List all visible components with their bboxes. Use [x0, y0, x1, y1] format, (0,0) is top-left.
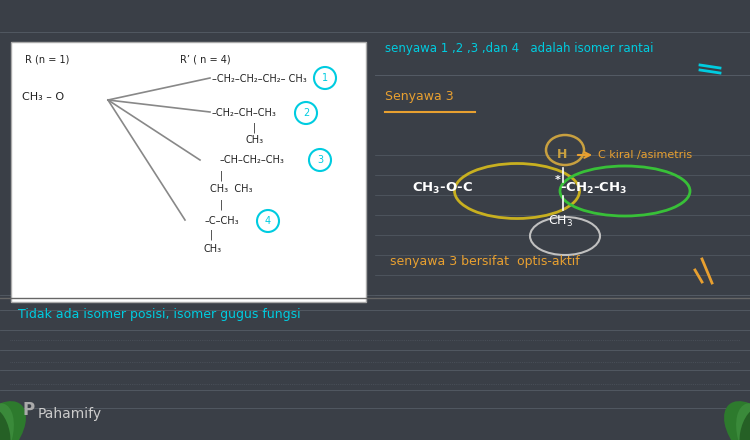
Text: P: P	[22, 401, 34, 419]
Text: senyawa 1 ,2 ,3 ,dan 4   adalah isomer rantai: senyawa 1 ,2 ,3 ,dan 4 adalah isomer ran…	[385, 42, 653, 55]
Text: Pahamify: Pahamify	[38, 407, 102, 421]
Text: $\mathregular{CH_3}$: $\mathregular{CH_3}$	[548, 214, 573, 229]
Text: H: H	[557, 148, 567, 161]
Text: |: |	[253, 122, 257, 132]
Text: R (n = 1): R (n = 1)	[25, 54, 69, 64]
Text: 3: 3	[317, 155, 323, 165]
Text: –CH₂–CH–CH₃: –CH₂–CH–CH₃	[212, 108, 277, 118]
Ellipse shape	[736, 403, 750, 440]
Ellipse shape	[0, 401, 26, 440]
Text: C kiral /asimetris: C kiral /asimetris	[598, 150, 692, 160]
Text: –C–CH₃: –C–CH₃	[205, 216, 240, 226]
Text: CH₃: CH₃	[245, 135, 263, 145]
Text: 2: 2	[303, 108, 309, 118]
Text: 4: 4	[265, 216, 271, 226]
Text: senyawa 3 bersifat  optis-aktif: senyawa 3 bersifat optis-aktif	[390, 255, 580, 268]
Text: Senyawa 3: Senyawa 3	[385, 90, 454, 103]
Text: R’ ( n = 4): R’ ( n = 4)	[180, 54, 231, 64]
FancyBboxPatch shape	[11, 42, 366, 302]
Ellipse shape	[0, 403, 14, 440]
Text: *: *	[555, 175, 561, 185]
Text: 1: 1	[322, 73, 328, 83]
Text: $\mathregular{CH_3}$-O-C: $\mathregular{CH_3}$-O-C	[412, 181, 472, 196]
Text: |: |	[220, 199, 224, 209]
Ellipse shape	[740, 408, 750, 440]
Text: CH₃: CH₃	[204, 244, 222, 254]
Text: –CH₂–CH₂–CH₂– CH₃: –CH₂–CH₂–CH₂– CH₃	[212, 74, 307, 84]
Text: |: |	[220, 170, 224, 180]
Text: CH₃  CH₃: CH₃ CH₃	[210, 184, 253, 194]
Text: Tidak ada isomer posisi, isomer gugus fungsi: Tidak ada isomer posisi, isomer gugus fu…	[18, 308, 301, 321]
Text: –CH–CH₂–CH₃: –CH–CH₂–CH₃	[220, 155, 285, 165]
Ellipse shape	[724, 401, 750, 440]
Text: -$\mathregular{CH_2}$-$\mathregular{CH_3}$: -$\mathregular{CH_2}$-$\mathregular{CH_3…	[560, 181, 627, 196]
Text: |: |	[210, 229, 213, 239]
Text: CH₃ – O: CH₃ – O	[22, 92, 64, 102]
Ellipse shape	[0, 408, 10, 440]
